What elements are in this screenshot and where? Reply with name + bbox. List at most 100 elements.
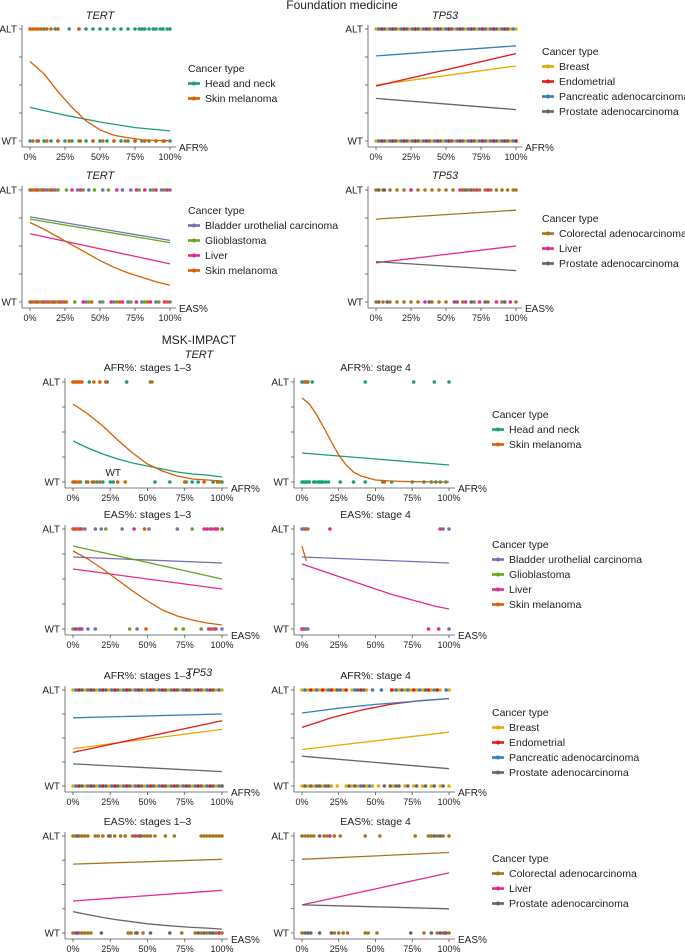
x-tick-label: 100% bbox=[437, 944, 460, 952]
wt-point-endometrial bbox=[196, 784, 200, 788]
alt-point-colorectal-adenocarcinoma bbox=[325, 834, 329, 838]
wt-point-colorectal-adenocarcinoma bbox=[345, 931, 350, 935]
wt-point-pancreatic-adenocarcinoma bbox=[410, 139, 415, 143]
x-tick-label: 50% bbox=[91, 152, 109, 162]
alt-point-liver bbox=[134, 188, 139, 192]
alt-point-breast bbox=[106, 688, 111, 692]
alt-point-colorectal-adenocarcinoma bbox=[429, 834, 434, 838]
wt-point-breast bbox=[71, 784, 75, 788]
legend-marker-prostate-adenocarcinoma bbox=[496, 770, 500, 775]
wt-point-colorectal-adenocarcinoma bbox=[374, 300, 378, 304]
wt-point-prostate-adenocarcinoma bbox=[163, 784, 168, 788]
series-line-skin-melanoma bbox=[29, 221, 171, 286]
alt-point-bladder-urothelial-carcinoma bbox=[120, 188, 125, 192]
alt-point-prostate-adenocarcinoma bbox=[463, 188, 468, 192]
wt-point-liver bbox=[455, 300, 460, 304]
y-tick-label-alt: ALT bbox=[345, 186, 363, 197]
alt-point-head-and-neck bbox=[105, 27, 109, 31]
x-axis-label: AFR% bbox=[458, 484, 487, 495]
wt-point-liver bbox=[120, 300, 125, 304]
alt-point-skin-melanoma bbox=[35, 188, 39, 192]
alt-point-head-and-neck bbox=[151, 27, 155, 31]
alt-point-pancreatic-adenocarcinoma bbox=[489, 27, 493, 31]
series-line-colorectal-adenocarcinoma bbox=[301, 851, 450, 860]
y-tick-label-wt: WT bbox=[44, 782, 60, 793]
alt-point-liver bbox=[132, 527, 136, 531]
alt-point-colorectal-adenocarcinoma bbox=[388, 188, 392, 192]
legend-marker-pancreatic-adenocarcinoma bbox=[546, 94, 550, 99]
alt-point-endometrial bbox=[148, 688, 153, 692]
alt-point-pancreatic-adenocarcinoma bbox=[417, 688, 422, 692]
wt-point-head-and-neck bbox=[111, 480, 116, 484]
alt-point-endometrial bbox=[136, 688, 141, 692]
wt-point-endometrial bbox=[148, 784, 153, 788]
wt-point-endometrial bbox=[172, 784, 177, 788]
series-line-bladder-urothelial-carcinoma bbox=[29, 216, 171, 242]
legend: Cancer type Colorectal adenocarcinoma Live… bbox=[542, 213, 685, 270]
alt-point-liver bbox=[133, 834, 138, 838]
legend-item-pancreatic-adenocarcinoma: Pancreatic adenocarcinoma bbox=[559, 91, 685, 103]
wt-point-pancreatic-adenocarcinoma bbox=[205, 784, 209, 788]
wt-point-breast bbox=[419, 139, 423, 143]
alt-point-breast bbox=[475, 27, 479, 31]
alt-point-head-and-neck bbox=[147, 27, 151, 31]
panel-title: AFR%: stage 4 bbox=[340, 670, 411, 682]
wt-point-colorectal-adenocarcinoma bbox=[86, 931, 90, 935]
wt-point-skin-melanoma bbox=[101, 139, 105, 143]
alt-point-breast bbox=[190, 688, 194, 692]
legend: Cancer type Breast Endometrial Pancreatic a… bbox=[542, 46, 685, 118]
alt-point-glioblastoma bbox=[81, 188, 85, 192]
x-tick-label: 0% bbox=[369, 152, 382, 162]
wt-point-colorectal-adenocarcinoma bbox=[381, 300, 385, 304]
wt-point-pancreatic-adenocarcinoma bbox=[133, 784, 138, 788]
wt-point-skin-melanoma bbox=[145, 300, 150, 304]
legend-title: Cancer type bbox=[188, 205, 245, 217]
wt-point-prostate-adenocarcinoma bbox=[314, 784, 319, 788]
x-axis-label: EAS% bbox=[458, 631, 487, 642]
alt-point-pancreatic-adenocarcinoma bbox=[511, 27, 515, 31]
legend-title: Cancer type bbox=[492, 853, 549, 865]
wt-point-skin-melanoma bbox=[117, 300, 122, 304]
wt-point-skin-melanoma bbox=[77, 480, 81, 484]
x-axis-label: AFR% bbox=[179, 143, 208, 154]
wt-point-prostate-adenocarcinoma bbox=[414, 784, 419, 788]
alt-point-pancreatic-adenocarcinoma bbox=[326, 688, 331, 692]
alt-point-colorectal-adenocarcinoma bbox=[309, 834, 313, 838]
x-tick-label: 100% bbox=[158, 152, 181, 162]
wt-point-pancreatic-adenocarcinoma bbox=[477, 139, 482, 143]
wt-point-colorectal-adenocarcinoma bbox=[300, 931, 304, 935]
legend-item-prostate-adenocarcinoma: Prostate adenocarcinoma bbox=[559, 258, 679, 270]
y-tick-label-alt: ALT bbox=[42, 686, 60, 697]
alt-point-colorectal-adenocarcinoma bbox=[217, 834, 221, 838]
wt-point-prostate-adenocarcinoma bbox=[361, 784, 366, 788]
x-tick-label: 100% bbox=[210, 944, 233, 952]
x-tick-label: 75% bbox=[403, 640, 421, 650]
wt-point-liver bbox=[300, 627, 304, 631]
alt-point-skin-melanoma bbox=[40, 188, 45, 192]
alt-point-head-and-neck bbox=[447, 380, 451, 384]
wt-point-prostate-adenocarcinoma bbox=[494, 139, 499, 143]
wt-point-prostate-adenocarcinoma bbox=[220, 784, 224, 788]
alt-point-liver bbox=[212, 527, 217, 531]
wt-point-endometrial bbox=[77, 784, 81, 788]
wt-point-glioblastoma bbox=[87, 300, 91, 304]
wt-point-prostate-adenocarcinoma bbox=[208, 931, 212, 935]
legend-marker-skin-melanoma bbox=[192, 96, 196, 101]
wt-point-bladder-urothelial-carcinoma bbox=[140, 300, 144, 304]
wt-point-pancreatic-adenocarcinoma bbox=[455, 139, 460, 143]
wt-point-pancreatic-adenocarcinoma bbox=[181, 784, 186, 788]
wt-point-breast bbox=[154, 784, 159, 788]
alt-point-prostate-adenocarcinoma bbox=[377, 188, 381, 192]
alt-point-breast bbox=[130, 688, 135, 692]
x-tick-label: 25% bbox=[101, 944, 119, 952]
legend-item-breast: Breast bbox=[559, 61, 589, 73]
wt-point-skin-melanoma bbox=[144, 627, 148, 631]
alt-point-liver bbox=[143, 188, 147, 192]
wt-point-bladder-urothelial-carcinoma bbox=[447, 627, 451, 631]
panel-title: EAS%: stages 1–3 bbox=[104, 816, 192, 828]
gene-title-fm-tp53-afr: TP53 bbox=[432, 10, 459, 22]
wt-point-colorectal-adenocarcinoma bbox=[409, 300, 413, 304]
wt-point-prostate-adenocarcinoma bbox=[303, 931, 307, 935]
alt-point-endometrial bbox=[411, 688, 416, 692]
wt-point-endometrial bbox=[469, 139, 474, 143]
